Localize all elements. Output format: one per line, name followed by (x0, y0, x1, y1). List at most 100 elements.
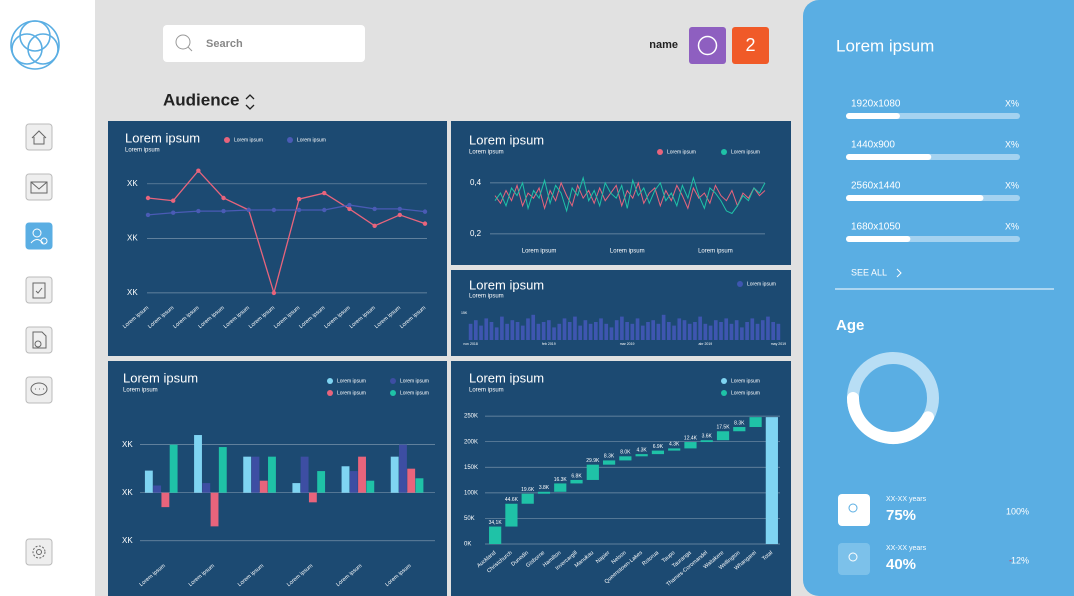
legend-label: Lorem ipsum (731, 390, 760, 396)
search-box[interactable] (163, 25, 365, 62)
legend-label: Lorem ipsum (731, 378, 760, 384)
line-point (296, 207, 302, 213)
bar (390, 456, 399, 493)
bar (646, 322, 650, 340)
legend-label: Lorem ipsum (337, 390, 366, 396)
waterfall-bar (521, 493, 534, 504)
value-label: 8.0K (620, 450, 631, 456)
bar (578, 325, 582, 340)
avatar-icon (697, 35, 718, 56)
y-tick-label: 250K (464, 414, 478, 420)
chart-panel (451, 361, 791, 596)
legend-swatch (327, 390, 333, 396)
nav-chat[interactable] (25, 376, 53, 404)
progress-bar (846, 236, 911, 242)
y-tick-label: 15K (461, 311, 468, 315)
nav-mail[interactable] (25, 173, 53, 201)
panel-title: Lorem ipsum (836, 36, 934, 55)
line-point (221, 195, 226, 201)
user-name[interactable]: name (649, 39, 678, 51)
bar (202, 483, 211, 493)
age-range: XX-XX years (886, 496, 927, 503)
sort-toggle[interactable] (245, 94, 255, 110)
waterfall-bar (765, 417, 778, 544)
bar (489, 322, 494, 340)
value-label: 6.9K (653, 444, 664, 450)
x-tick-label: abr 2019 (698, 342, 712, 346)
bar (672, 325, 676, 340)
bar (358, 456, 366, 493)
bar (317, 471, 326, 493)
bar (500, 316, 504, 340)
x-tick-label: Lorem ipsum (698, 249, 733, 255)
bar (609, 327, 614, 340)
nav-add-file[interactable] (25, 326, 53, 354)
bar (536, 323, 541, 340)
y-tick-label: 150K (464, 465, 478, 471)
x-tick-label: nov 2018 (463, 342, 477, 346)
value-label: 12.4K (684, 435, 698, 441)
age-title: Age (836, 317, 864, 334)
legend-label: Lorem ipsum (731, 149, 760, 155)
legend-swatch (721, 378, 727, 384)
bar (573, 316, 577, 340)
chart-panel (108, 121, 447, 356)
legend-swatch (721, 149, 727, 155)
bar (526, 318, 530, 340)
bar (593, 322, 598, 340)
progress-bar (846, 113, 900, 119)
y-tick-label: 0,2 (470, 229, 482, 238)
waterfall-bar (537, 491, 551, 494)
waterfall-bar (651, 450, 665, 455)
bar (484, 318, 489, 340)
age-change-sign: - (1009, 555, 1012, 565)
bar (740, 327, 744, 340)
bar (531, 314, 536, 340)
y-tick-label: 100K (464, 490, 478, 496)
avatar[interactable] (689, 27, 726, 64)
line-point (170, 210, 176, 215)
value-label: 44.6K (505, 497, 519, 503)
bar (682, 320, 687, 340)
search-placeholder: Search (206, 38, 243, 50)
age-percent: 40% (886, 556, 916, 573)
legend-label: Lorem ipsum (747, 281, 776, 287)
waterfall-bar (619, 456, 632, 461)
x-tick-label: Lorem ipsum (610, 249, 645, 255)
logo[interactable] (10, 20, 60, 70)
bar (776, 323, 781, 340)
bar (505, 323, 509, 340)
bar (614, 320, 619, 340)
bar (771, 322, 776, 340)
line-point (372, 206, 377, 212)
y-tick-label: 200K (464, 439, 478, 445)
nav-tasks[interactable] (25, 276, 53, 304)
chart-subtitle: Lorem ipsum (469, 294, 504, 300)
progress-bar (846, 195, 984, 201)
notification-badge[interactable] (732, 27, 769, 64)
bar (153, 485, 162, 493)
line-point (422, 221, 428, 226)
bar (625, 322, 629, 340)
chart-subtitle: Lorem ipsum (469, 150, 504, 156)
value-label: 17.5K (716, 425, 730, 431)
y-tick-label: XK (122, 536, 133, 545)
see-all[interactable]: SEE ALL (851, 267, 887, 277)
bar (656, 323, 661, 340)
waterfall-bar (554, 483, 567, 492)
nav-home[interactable] (25, 123, 53, 151)
nav-settings[interactable] (25, 538, 53, 566)
bar (520, 325, 525, 340)
search-icon (175, 34, 191, 50)
nav-audience[interactable] (25, 222, 53, 250)
resolution-label: 2560x1440 (851, 181, 901, 192)
line-point (347, 202, 352, 208)
line-point (221, 208, 226, 214)
waterfall-bar (570, 479, 583, 484)
bar (713, 320, 718, 340)
resolution-value: X% (1005, 139, 1019, 149)
chart-subtitle: Lorem ipsum (125, 148, 160, 154)
legend-swatch (721, 390, 727, 396)
resolution-value: X% (1005, 98, 1019, 108)
y-tick-label: XK (127, 179, 138, 188)
